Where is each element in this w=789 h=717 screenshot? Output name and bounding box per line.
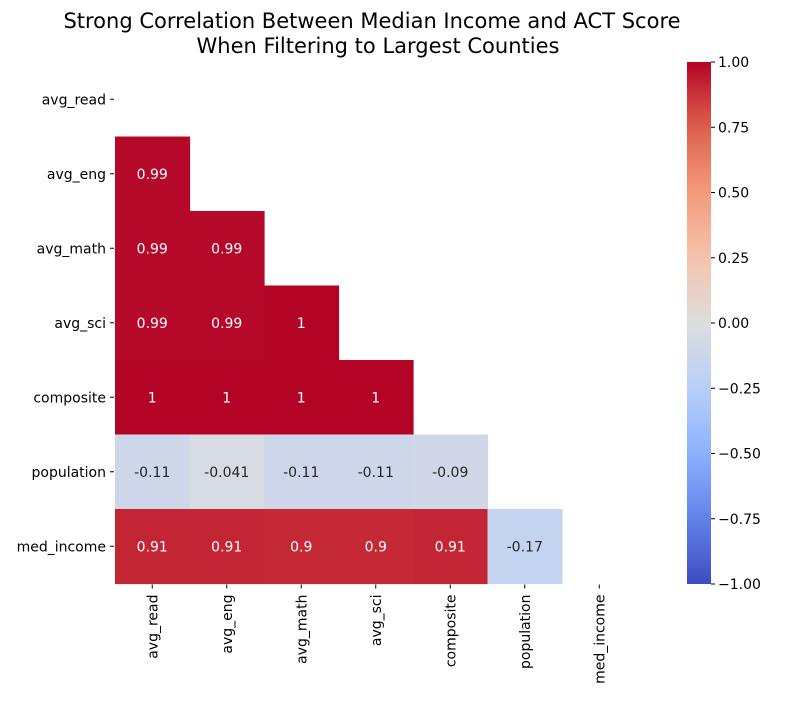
- y-tick-label: population: [32, 465, 107, 481]
- x-axis-ticks: avg_read avg_eng avg_math avg_sci composite p…: [145, 584, 608, 684]
- colorbar-tick-label: 1.00: [718, 55, 749, 71]
- colorbar-tick-label: 0.00: [718, 316, 749, 332]
- colorbar-tick-label: 0.25: [718, 251, 749, 267]
- x-tick-label: avg_eng: [220, 595, 236, 654]
- cell-value-label: -0.09: [432, 465, 468, 481]
- x-tick-label: avg_math: [294, 595, 310, 664]
- y-tick-label: composite: [33, 390, 106, 406]
- cell-value-label: -0.11: [134, 465, 170, 481]
- y-tick-label: avg_read: [42, 92, 106, 108]
- cell-value-label: 0.99: [211, 241, 242, 257]
- heatmap-cell: [189, 285, 265, 361]
- x-tick-label: med_income: [592, 595, 608, 684]
- cell-value-label: 0.91: [211, 539, 242, 555]
- cell-value-label: 0.91: [435, 539, 466, 555]
- cell-value-label: 1: [297, 390, 306, 406]
- heatmap-cell: [487, 509, 563, 585]
- y-tick-label: avg_sci: [54, 316, 106, 332]
- x-tick-label: avg_read: [145, 595, 161, 659]
- heatmap-cell: [189, 360, 265, 436]
- heatmap-cell: [338, 360, 414, 436]
- colorbar-gradient: [687, 62, 711, 584]
- y-axis-ticks: avg_read avg_eng avg_math avg_sci composite p…: [17, 92, 114, 555]
- cell-value-label: 0.99: [137, 316, 168, 332]
- cell-value-label: 1: [222, 390, 231, 406]
- heatmap-cell: [413, 434, 489, 510]
- heatmap-cell: [115, 285, 191, 361]
- cell-value-label: 0.99: [137, 167, 168, 183]
- chart-title-line-1: Strong Correlation Between Median Income…: [63, 9, 680, 33]
- heatmap-cell: [115, 509, 191, 585]
- chart-title: Strong Correlation Between Median Income…: [63, 9, 680, 58]
- heatmap-cell: [189, 434, 265, 510]
- x-tick-label: composite: [443, 595, 459, 668]
- cell-value-label: 0.99: [211, 316, 242, 332]
- cell-value-label: 0.9: [290, 539, 312, 555]
- heatmap-cell: [264, 509, 340, 585]
- cell-value-label: -0.041: [204, 465, 249, 481]
- y-tick-label: avg_math: [37, 241, 106, 257]
- heatmap-cell: [189, 211, 265, 287]
- heatmap-cell: [338, 509, 414, 585]
- cell-value-label: -0.11: [283, 465, 319, 481]
- cell-value-label: -0.17: [507, 539, 543, 555]
- heatmap-cell: [115, 136, 191, 212]
- cell-value-label: 1: [148, 390, 157, 406]
- heatmap-cell: [115, 360, 191, 436]
- heatmap-cell: [115, 211, 191, 287]
- cell-value-label: 1: [297, 316, 306, 332]
- x-tick-label: population: [518, 595, 534, 670]
- y-tick-label: med_income: [17, 539, 106, 555]
- cell-value-label: -0.11: [358, 465, 394, 481]
- colorbar-tick-label: −0.50: [718, 447, 761, 463]
- heatmap-cells: 0.99 0.99 0.99 0.99 0.99 1 1 1 1 1 -0.11 -0.041 -0.1…: [115, 136, 563, 585]
- colorbar: 1.00 0.75 0.50 0.25 0.00 −0.25 −0.50 −0.75 −1.00: [687, 55, 761, 593]
- heatmap-cell: [264, 285, 340, 361]
- colorbar-tick-label: 0.50: [718, 186, 749, 202]
- heatmap-cell: [115, 434, 191, 510]
- x-tick-label: avg_sci: [369, 595, 385, 647]
- heatmap-cell: [189, 509, 265, 585]
- heatmap-cell: [264, 360, 340, 436]
- colorbar-tick-label: −0.25: [718, 381, 761, 397]
- heatmap-cell: [264, 434, 340, 510]
- cell-value-label: 0.91: [137, 539, 168, 555]
- heatmap-cell: [413, 509, 489, 585]
- chart-title-line-2: When Filtering to Largest Counties: [197, 34, 560, 58]
- colorbar-tick-label: 0.75: [718, 120, 749, 136]
- colorbar-tick-label: −0.75: [718, 512, 761, 528]
- heatmap-cell: [338, 434, 414, 510]
- colorbar-tick-label: −1.00: [718, 577, 761, 593]
- cell-value-label: 0.9: [365, 539, 387, 555]
- cell-value-label: 0.99: [137, 241, 168, 257]
- y-tick-label: avg_eng: [47, 167, 106, 183]
- cell-value-label: 1: [371, 390, 380, 406]
